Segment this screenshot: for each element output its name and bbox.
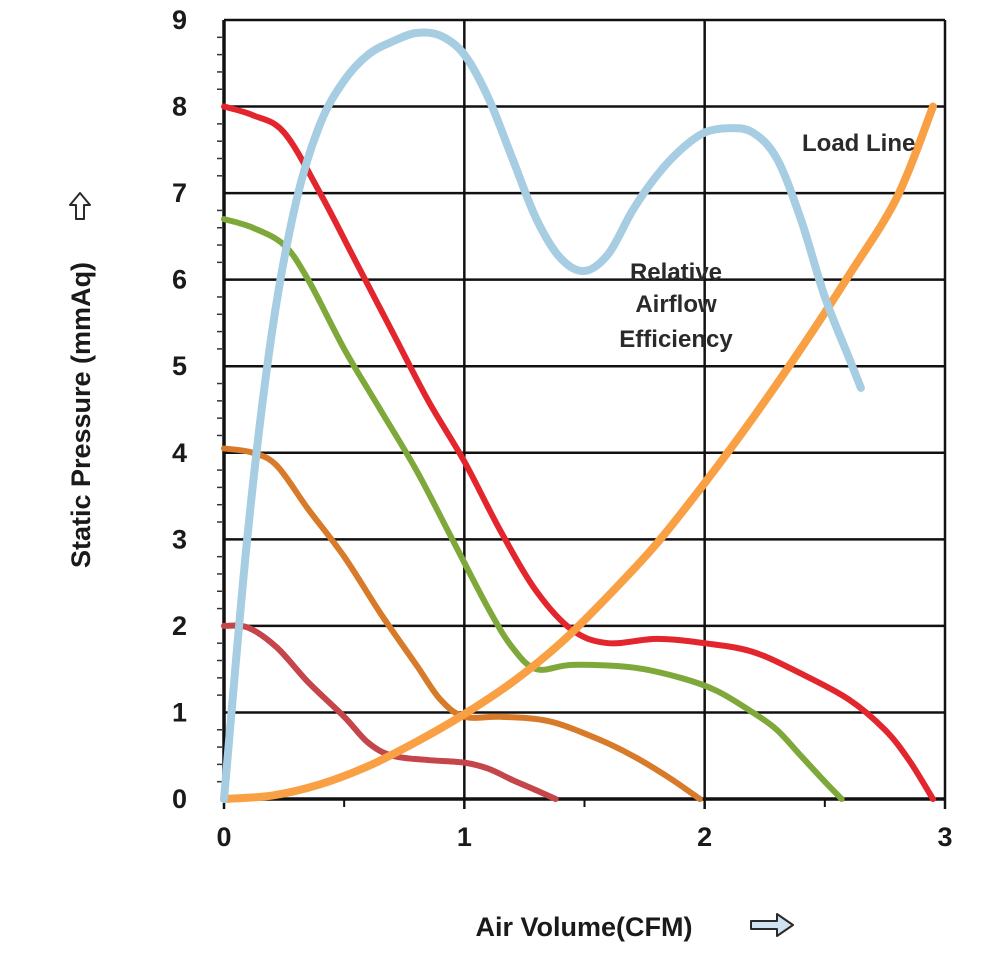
grid-lines bbox=[222, 18, 947, 809]
efficiency-label-line1: Relative bbox=[630, 259, 722, 286]
y-tick-label: 0 bbox=[172, 784, 187, 814]
y-tick-label: 8 bbox=[172, 92, 187, 122]
x-tick-label: 2 bbox=[697, 822, 712, 852]
y-tick-label: 6 bbox=[172, 265, 187, 295]
load-line-label: Load Line bbox=[802, 130, 915, 157]
x-tick-label: 1 bbox=[457, 822, 472, 852]
series-line-3 bbox=[221, 445, 703, 802]
series-line-5 bbox=[220, 102, 937, 803]
x-axis-arrow-icon bbox=[750, 913, 794, 937]
series-line-2 bbox=[221, 216, 845, 802]
y-tick-label: 2 bbox=[172, 611, 187, 641]
x-axis-title: Air Volume(CFM) bbox=[476, 912, 693, 942]
y-tick-label: 1 bbox=[172, 697, 187, 727]
y-tick-label: 5 bbox=[172, 351, 187, 381]
y-tick-labels: 0 1 2 3 4 5 6 7 8 9 bbox=[172, 5, 187, 814]
x-tick-labels: 0 1 2 3 bbox=[216, 822, 952, 852]
x-tick-label: 0 bbox=[216, 822, 231, 852]
y-tick-label: 9 bbox=[172, 5, 187, 35]
y-tick-label: 4 bbox=[172, 438, 187, 468]
efficiency-label-line3: Efficiency bbox=[619, 326, 733, 353]
y-minor-ticks bbox=[217, 36, 222, 783]
efficiency-label-line2: Airflow bbox=[635, 291, 717, 318]
y-tick-label: 7 bbox=[172, 178, 187, 208]
y-tick-label: 3 bbox=[172, 524, 187, 554]
y-axis-title: Static Pressure (mmAq) bbox=[66, 262, 96, 568]
series-lines bbox=[220, 28, 937, 803]
series-line-1 bbox=[221, 103, 936, 802]
series-line-6 bbox=[220, 28, 865, 803]
x-tick-label: 3 bbox=[937, 822, 952, 852]
y-axis-arrow-icon bbox=[69, 192, 91, 220]
